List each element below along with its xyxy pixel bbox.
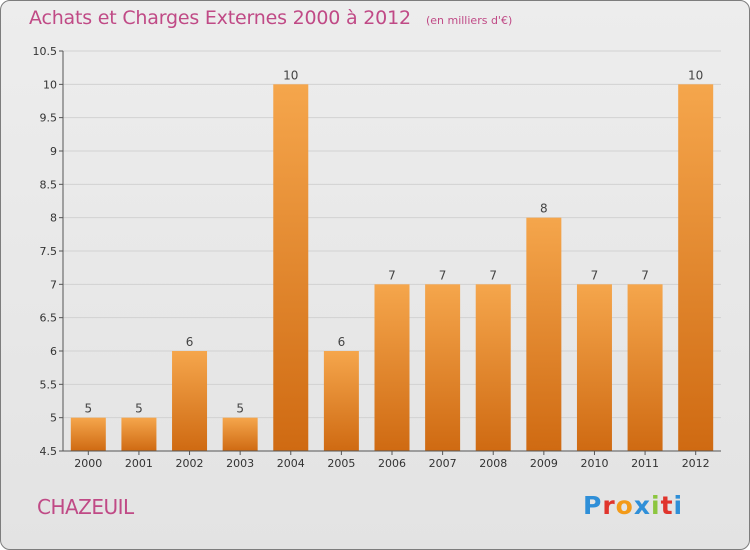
chart-title: Achats et Charges Externes 2000 à 2012 [29, 7, 411, 29]
x-tick-label-2011: 2011 [631, 457, 659, 470]
bar-2009 [526, 217, 562, 451]
y-tick-label: 9 [50, 145, 57, 158]
y-tick-label: 7 [50, 278, 57, 291]
bar-2002 [172, 351, 208, 451]
y-tick-label: 6 [50, 345, 57, 358]
y-tick-label: 8 [50, 212, 57, 225]
bar-2005 [323, 351, 359, 451]
logo-letter: r [602, 491, 616, 520]
bar-2000 [70, 417, 106, 451]
y-tick-label: 7.5 [40, 245, 58, 258]
value-label-2001: 5 [135, 402, 143, 416]
x-tick-label-2005: 2005 [327, 457, 355, 470]
bar-2011 [627, 284, 663, 451]
value-label-2011: 7 [641, 268, 649, 282]
logo-letter: t [660, 491, 674, 520]
value-label-2000: 5 [84, 402, 92, 416]
logo-letter: o [615, 491, 634, 520]
title-row: Achats et Charges Externes 2000 à 2012 (… [29, 7, 512, 29]
x-tick-label-2004: 2004 [277, 457, 305, 470]
y-tick-label: 9.5 [40, 112, 58, 125]
chart-unit: (en milliers d'€) [425, 14, 513, 27]
bar-2007 [425, 284, 461, 451]
x-tick-label-2007: 2007 [429, 457, 457, 470]
bar-2003 [222, 417, 258, 451]
proxiti-logo: Proxiti [583, 491, 683, 520]
value-label-2010: 7 [591, 268, 599, 282]
x-tick-label-2010: 2010 [580, 457, 608, 470]
bar-2010 [576, 284, 612, 451]
x-tick-label-2003: 2003 [226, 457, 254, 470]
value-label-2002: 6 [186, 335, 194, 349]
value-label-2009: 8 [540, 202, 548, 216]
x-tick-label-2008: 2008 [479, 457, 507, 470]
value-label-2003: 5 [236, 402, 244, 416]
x-tick-label-2002: 2002 [176, 457, 204, 470]
value-label-2006: 7 [388, 268, 396, 282]
value-label-2012: 10 [688, 68, 703, 82]
y-tick-label: 6.5 [40, 312, 58, 325]
x-tick-label-2006: 2006 [378, 457, 406, 470]
commune-name: CHAZEUIL [37, 495, 134, 519]
value-label-2008: 7 [489, 268, 497, 282]
bar-2012 [678, 84, 714, 451]
y-tick-label: 5 [50, 412, 57, 425]
logo-letter: P [583, 491, 603, 520]
y-tick-label: 10.5 [33, 45, 58, 58]
logo-letter: i [651, 491, 661, 520]
y-tick-label: 4.5 [40, 445, 58, 458]
y-tick-label: 10 [43, 78, 57, 91]
value-label-2004: 10 [283, 68, 298, 82]
logo-letter: x [633, 491, 651, 520]
y-tick-label: 8.5 [40, 178, 58, 191]
x-tick-label-2012: 2012 [682, 457, 710, 470]
bar-2004 [273, 84, 309, 451]
x-tick-label-2001: 2001 [125, 457, 153, 470]
y-tick-label: 5.5 [40, 378, 58, 391]
bar-2001 [121, 417, 157, 451]
bar-2008 [475, 284, 511, 451]
bar-2006 [374, 284, 410, 451]
x-tick-label-2009: 2009 [530, 457, 558, 470]
value-label-2005: 6 [338, 335, 346, 349]
value-label-2007: 7 [439, 268, 447, 282]
x-tick-label-2000: 2000 [74, 457, 102, 470]
logo-letter: i [673, 491, 684, 520]
